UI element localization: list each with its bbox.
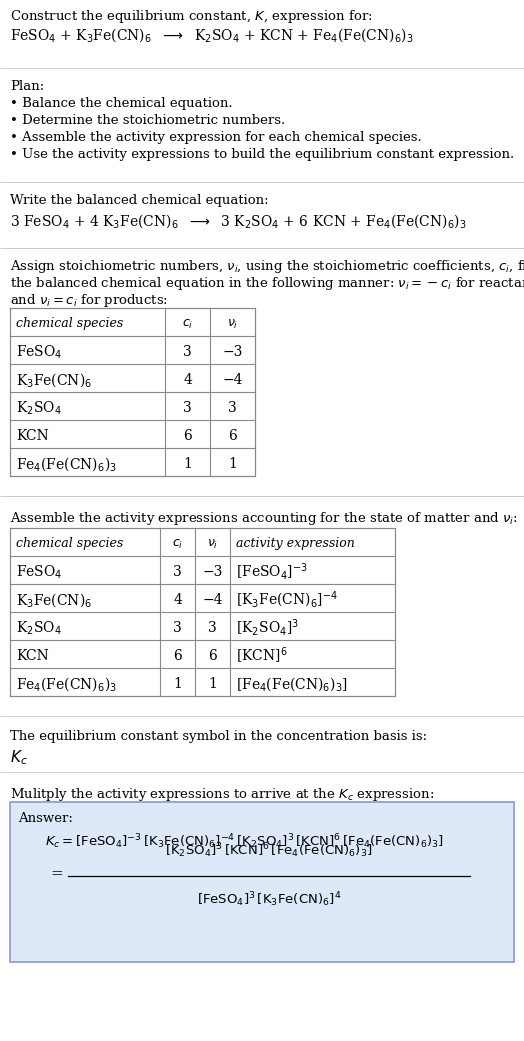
Text: K$_3$Fe(CN)$_6$: K$_3$Fe(CN)$_6$	[16, 591, 92, 609]
Text: • Use the activity expressions to build the equilibrium constant expression.: • Use the activity expressions to build …	[10, 148, 514, 161]
Text: 3: 3	[183, 345, 192, 359]
Text: 1: 1	[173, 677, 182, 691]
Text: [K$_3$Fe(CN)$_6$]$^{-4}$: [K$_3$Fe(CN)$_6$]$^{-4}$	[236, 590, 338, 610]
Text: −3: −3	[202, 565, 223, 579]
Text: 3: 3	[228, 401, 237, 415]
Text: $K_c = [\mathrm{FeSO_4}]^{-3}\,[\mathrm{K_3Fe(CN)_6}]^{-4}\,[\mathrm{K_2SO_4}]^3: $K_c = [\mathrm{FeSO_4}]^{-3}\,[\mathrm{…	[45, 832, 444, 850]
Text: −4: −4	[222, 373, 243, 387]
Text: K$_2$SO$_4$: K$_2$SO$_4$	[16, 619, 62, 637]
Text: −4: −4	[202, 593, 223, 607]
Text: 3: 3	[183, 401, 192, 415]
Text: Assemble the activity expressions accounting for the state of matter and $\nu_i$: Assemble the activity expressions accoun…	[10, 510, 518, 527]
Text: KCN: KCN	[16, 429, 49, 443]
Text: Write the balanced chemical equation:: Write the balanced chemical equation:	[10, 194, 269, 207]
Text: 6: 6	[228, 429, 237, 443]
Text: 1: 1	[228, 457, 237, 471]
Bar	[10, 528, 395, 696]
Text: 4: 4	[183, 373, 192, 387]
Text: Fe$_4$(Fe(CN)$_6$)$_3$: Fe$_4$(Fe(CN)$_6$)$_3$	[16, 676, 117, 693]
Text: the balanced chemical equation in the following manner: $\nu_i = -c_i$ for react: the balanced chemical equation in the fo…	[10, 275, 524, 291]
Text: 3 FeSO$_4$ + 4 K$_3$Fe(CN)$_6$  $\longrightarrow$  3 K$_2$SO$_4$ + 6 KCN + Fe$_4: 3 FeSO$_4$ + 4 K$_3$Fe(CN)$_6$ $\longrig…	[10, 212, 467, 230]
Text: $\nu_i$: $\nu_i$	[227, 318, 238, 331]
Text: 1: 1	[183, 457, 192, 471]
Text: Mulitply the activity expressions to arrive at the $K_c$ expression:: Mulitply the activity expressions to arr…	[10, 786, 434, 803]
Text: • Assemble the activity expression for each chemical species.: • Assemble the activity expression for e…	[10, 131, 422, 144]
Text: $[\mathrm{FeSO_4}]^3\,[\mathrm{K_3Fe(CN)_6}]^4$: $[\mathrm{FeSO_4}]^3\,[\mathrm{K_3Fe(CN)…	[197, 890, 341, 909]
Text: $c_i$: $c_i$	[172, 537, 183, 551]
Text: Answer:: Answer:	[18, 812, 73, 826]
Text: The equilibrium constant symbol in the concentration basis is:: The equilibrium constant symbol in the c…	[10, 730, 427, 743]
Text: 6: 6	[208, 649, 217, 663]
Text: $K_c$: $K_c$	[10, 748, 28, 767]
Text: Fe$_4$(Fe(CN)$_6$)$_3$: Fe$_4$(Fe(CN)$_6$)$_3$	[16, 455, 117, 473]
Text: K$_2$SO$_4$: K$_2$SO$_4$	[16, 400, 62, 416]
Text: FeSO$_4$: FeSO$_4$	[16, 563, 62, 581]
Text: 3: 3	[173, 565, 182, 579]
Text: −3: −3	[222, 345, 243, 359]
Text: and $\nu_i = c_i$ for products:: and $\nu_i = c_i$ for products:	[10, 291, 168, 309]
Bar	[10, 308, 255, 476]
Bar	[10, 802, 514, 962]
Text: FeSO$_4$ + K$_3$Fe(CN)$_6$  $\longrightarrow$  K$_2$SO$_4$ + KCN + Fe$_4$(Fe(CN): FeSO$_4$ + K$_3$Fe(CN)$_6$ $\longrightar…	[10, 26, 414, 44]
Text: FeSO$_4$: FeSO$_4$	[16, 344, 62, 360]
Text: 3: 3	[173, 621, 182, 635]
Text: $c_i$: $c_i$	[182, 318, 193, 331]
Text: 4: 4	[173, 593, 182, 607]
Text: Construct the equilibrium constant, $K$, expression for:: Construct the equilibrium constant, $K$,…	[10, 8, 373, 25]
Text: KCN: KCN	[16, 649, 49, 663]
Text: [K$_2$SO$_4$]$^3$: [K$_2$SO$_4$]$^3$	[236, 617, 299, 638]
Text: Plan:: Plan:	[10, 80, 44, 93]
Text: 3: 3	[208, 621, 217, 635]
Text: K$_3$Fe(CN)$_6$: K$_3$Fe(CN)$_6$	[16, 371, 92, 389]
Text: • Determine the stoichiometric numbers.: • Determine the stoichiometric numbers.	[10, 115, 285, 127]
Text: Assign stoichiometric numbers, $\nu_i$, using the stoichiometric coefficients, $: Assign stoichiometric numbers, $\nu_i$, …	[10, 258, 524, 275]
Text: =: =	[50, 867, 63, 881]
Text: [Fe$_4$(Fe(CN)$_6$)$_3$]: [Fe$_4$(Fe(CN)$_6$)$_3$]	[236, 676, 348, 693]
Text: $[\mathrm{K_2SO_4}]^3\,[\mathrm{KCN}]^6\,[\mathrm{Fe_4(Fe(CN)_6)_3}]$: $[\mathrm{K_2SO_4}]^3\,[\mathrm{KCN}]^6\…	[165, 841, 373, 860]
Text: [KCN]$^6$: [KCN]$^6$	[236, 645, 288, 666]
Text: 6: 6	[173, 649, 182, 663]
Text: activity expression: activity expression	[236, 537, 355, 551]
Text: 6: 6	[183, 429, 192, 443]
Text: $\nu_i$: $\nu_i$	[207, 537, 218, 551]
Text: • Balance the chemical equation.: • Balance the chemical equation.	[10, 97, 233, 110]
Text: [FeSO$_4$]$^{-3}$: [FeSO$_4$]$^{-3}$	[236, 561, 308, 583]
Text: 1: 1	[208, 677, 217, 691]
Text: chemical species: chemical species	[16, 537, 123, 551]
Text: chemical species: chemical species	[16, 318, 123, 330]
